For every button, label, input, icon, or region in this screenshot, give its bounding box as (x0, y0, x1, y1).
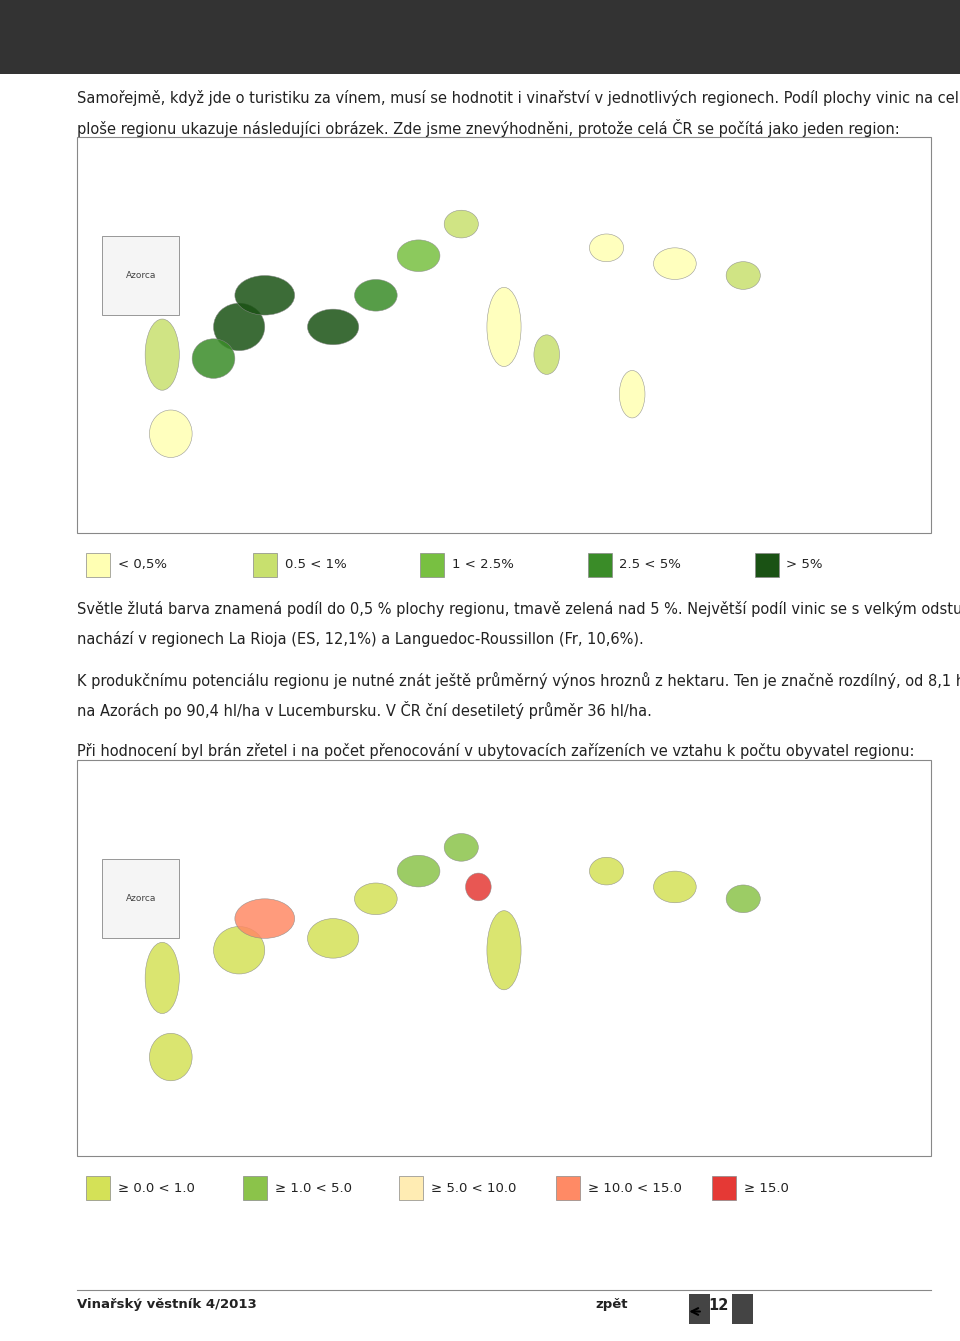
Ellipse shape (213, 303, 265, 350)
Ellipse shape (307, 310, 359, 345)
Text: Při hodnocení byl brán zřetel i na počet přenocování v ubytovacích zařízeních ve: Při hodnocení byl brán zřetel i na počet… (77, 743, 914, 759)
Ellipse shape (619, 370, 645, 418)
Ellipse shape (466, 873, 492, 901)
Ellipse shape (235, 275, 295, 315)
Text: 2.5 < 5%: 2.5 < 5% (619, 558, 681, 571)
Ellipse shape (145, 319, 180, 390)
Text: nachází v regionech La Rioja (ES, 12,1%) a Languedoc-Roussillon (Fr, 10,6%).: nachází v regionech La Rioja (ES, 12,1%)… (77, 630, 643, 646)
Ellipse shape (589, 233, 624, 261)
Ellipse shape (726, 261, 760, 290)
Bar (243, 1176, 267, 1200)
Bar (556, 1176, 580, 1200)
Ellipse shape (444, 211, 478, 237)
Text: ≥ 1.0 < 5.0: ≥ 1.0 < 5.0 (275, 1181, 351, 1195)
Bar (588, 552, 612, 577)
Text: 0.5 < 1%: 0.5 < 1% (285, 558, 347, 571)
Ellipse shape (534, 335, 560, 374)
Text: na Azorách po 90,4 hl/ha v Lucembursku. V ČR ční desetiletý průměr 36 hl/ha.: na Azorách po 90,4 hl/ha v Lucembursku. … (77, 701, 652, 719)
Text: < 0,5%: < 0,5% (118, 558, 167, 571)
Bar (0, 0, 960, 74)
Bar (420, 552, 444, 577)
Text: Samořejmě, když jde o turistiku za vínem, musí se hodnotit i vinařství v jednotl: Samořejmě, když jde o turistiku za vínem… (77, 90, 960, 106)
Ellipse shape (487, 911, 521, 990)
Text: ≥ 0.0 < 1.0: ≥ 0.0 < 1.0 (118, 1181, 195, 1195)
Bar (77, 137, 931, 532)
Text: 12: 12 (708, 1298, 729, 1313)
Ellipse shape (354, 279, 397, 311)
Text: zpět: zpět (595, 1298, 628, 1311)
Bar (732, 1294, 753, 1324)
Text: Azorca: Azorca (126, 271, 156, 280)
Text: 1 < 2.5%: 1 < 2.5% (452, 558, 514, 571)
Ellipse shape (654, 872, 696, 902)
Bar (86, 552, 110, 577)
Ellipse shape (150, 1034, 192, 1081)
Ellipse shape (354, 882, 397, 915)
Bar (86, 1176, 110, 1200)
Text: ≥ 5.0 < 10.0: ≥ 5.0 < 10.0 (431, 1181, 516, 1195)
Ellipse shape (397, 240, 440, 271)
Ellipse shape (654, 248, 696, 279)
Text: ≥ 10.0 < 15.0: ≥ 10.0 < 15.0 (588, 1181, 682, 1195)
Ellipse shape (487, 287, 521, 366)
Ellipse shape (235, 898, 295, 939)
Bar (103, 860, 180, 939)
Text: Světle žlutá barva znamená podíl do 0,5 % plochy regionu, tmavě zelená nad 5 %. : Světle žlutá barva znamená podíl do 0,5 … (77, 601, 960, 617)
Ellipse shape (397, 856, 440, 886)
Bar (712, 1176, 736, 1200)
Ellipse shape (444, 834, 478, 861)
Bar (399, 1176, 423, 1200)
Bar (77, 760, 931, 1156)
Ellipse shape (726, 885, 760, 913)
Text: ≥ 15.0: ≥ 15.0 (744, 1181, 789, 1195)
Ellipse shape (192, 339, 235, 378)
Ellipse shape (213, 927, 265, 974)
Text: Azorca: Azorca (126, 894, 156, 904)
Ellipse shape (307, 919, 359, 959)
Bar (253, 552, 277, 577)
Text: > 5%: > 5% (786, 558, 823, 571)
Text: ploše regionu ukazuje následujíci obrázek. Zde jsme znevýhodněni, protože celá Č: ploše regionu ukazuje následujíci obráze… (77, 119, 900, 137)
Ellipse shape (145, 943, 180, 1014)
Bar (755, 552, 779, 577)
Bar (689, 1294, 710, 1324)
Ellipse shape (150, 410, 192, 457)
Bar (103, 236, 180, 315)
Text: K produkčnímu potenciálu regionu je nutné znát ještě průměrný výnos hroznů z hek: K produkčnímu potenciálu regionu je nutn… (77, 672, 960, 689)
Ellipse shape (589, 857, 624, 885)
Text: Vinařský věstník 4/2013: Vinařský věstník 4/2013 (77, 1298, 256, 1311)
